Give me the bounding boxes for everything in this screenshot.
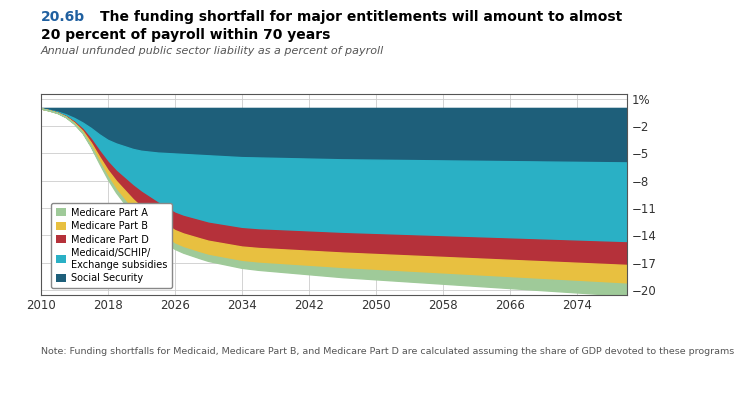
Legend: Medicare Part A, Medicare Part B, Medicare Part D, Medicaid/SCHIP/
Exchange subs: Medicare Part A, Medicare Part B, Medica…: [52, 203, 172, 288]
Text: Annual unfunded public sector liability as a percent of payroll: Annual unfunded public sector liability …: [41, 46, 384, 56]
Text: The funding shortfall for major entitlements will amount to almost: The funding shortfall for major entitlem…: [100, 10, 622, 24]
Text: 20.6b: 20.6b: [41, 10, 85, 24]
Text: 20 percent of payroll within 70 years: 20 percent of payroll within 70 years: [41, 28, 330, 42]
Text: Note: Funding shortfalls for Medicaid, Medicare Part B, and Medicare Part D are : Note: Funding shortfalls for Medicaid, M…: [41, 347, 738, 356]
